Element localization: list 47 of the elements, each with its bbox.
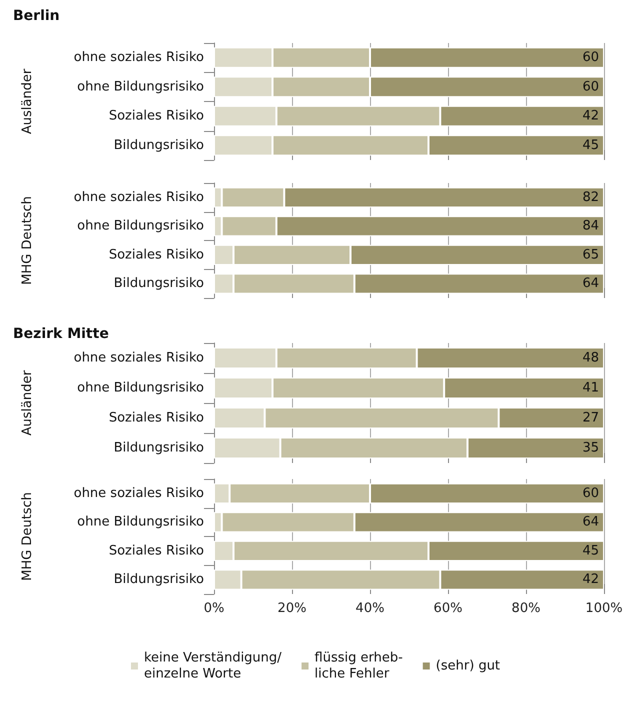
y-axis-title: MHG Deutsch: [20, 196, 35, 285]
y-tick-label: Soziales Risiko: [108, 247, 204, 262]
y-tick-label: ohne Bildungsrisiko: [77, 218, 204, 234]
data-label: 42: [582, 572, 599, 588]
data-label: 60: [582, 79, 599, 94]
text: Berlin: [13, 8, 60, 24]
x-tick-label: 80%: [512, 601, 540, 616]
y-tick-label: Bildungsrisiko: [114, 440, 204, 456]
y-tick-label: Bildungsrisiko: [114, 138, 204, 153]
y-tick-label: ohne soziales Risiko: [74, 50, 204, 66]
y-axis-title: Ausländer: [20, 68, 35, 134]
data-label: 45: [582, 138, 599, 153]
y-tick-label: Soziales Risiko: [108, 108, 204, 124]
y-tick-label: ohne Bildungsrisiko: [77, 514, 204, 530]
legend-label: flüssig erheb- liche Fehler: [314, 650, 404, 682]
x-tick-label: 60%: [434, 601, 462, 616]
data-label: 60: [582, 50, 599, 66]
y-tick-label: Bildungsrisiko: [114, 572, 204, 588]
x-tick-label: 20%: [278, 601, 306, 616]
data-label: 48: [582, 350, 599, 366]
y-tick-label: ohne Bildungsrisiko: [77, 79, 204, 94]
legend-label: keine Verständigung/ einzelne Worte: [144, 650, 282, 682]
text: Bezirk Mitte: [13, 326, 109, 342]
legend-label: (sehr) gut: [436, 658, 500, 674]
data-label: 84: [582, 218, 599, 234]
data-label: 41: [582, 380, 599, 396]
y-axis-title: MHG Deutsch: [20, 492, 35, 581]
data-label: 65: [582, 247, 599, 262]
y-tick-label: Soziales Risiko: [108, 410, 204, 426]
y-tick-label: Soziales Risiko: [108, 543, 204, 558]
x-tick-label: 40%: [356, 601, 384, 616]
data-label: 64: [582, 514, 599, 530]
x-tick-label: 0%: [204, 601, 224, 616]
data-label: 42: [582, 108, 599, 124]
data-label: 27: [582, 410, 599, 426]
data-label: 64: [582, 276, 599, 292]
y-axis-title: Ausländer: [20, 370, 35, 436]
y-tick-label: ohne soziales Risiko: [74, 190, 204, 205]
y-tick-label: Bildungsrisiko: [114, 276, 204, 292]
data-label: 82: [582, 190, 599, 205]
y-tick-label: ohne soziales Risiko: [74, 350, 204, 366]
data-label: 35: [582, 440, 599, 456]
x-tick-label: 100%: [585, 601, 623, 616]
data-label: 60: [582, 486, 599, 501]
y-tick-label: ohne soziales Risiko: [74, 486, 204, 501]
data-label: 45: [582, 543, 599, 558]
y-tick-label: ohne Bildungsrisiko: [77, 380, 204, 396]
